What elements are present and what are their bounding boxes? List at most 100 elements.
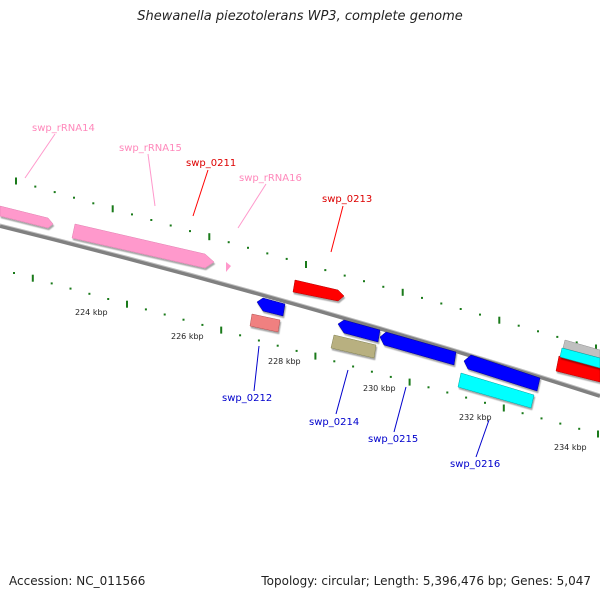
minor-tick (131, 213, 133, 216)
minor-tick (521, 412, 524, 415)
major-tick (220, 326, 223, 334)
outer-ticks-lower (13, 272, 599, 438)
feature-swp-0215-gene[interactable] (379, 331, 457, 366)
feature-cyan-gene[interactable] (457, 372, 535, 409)
topology-summary: Topology: circular; Length: 5,396,476 bp… (261, 574, 591, 588)
scale-label-226kbp: 226 kbp (171, 332, 204, 341)
map-title: Shewanella piezotolerans WP3, complete g… (137, 9, 463, 24)
minor-tick (459, 308, 462, 310)
label-swp-rRNA14: swp_rRNA14 (32, 123, 95, 134)
minor-tick (257, 339, 260, 342)
feature-swp-0212-gene[interactable] (256, 297, 286, 317)
label-swp-rRNA16: swp_rRNA16 (239, 173, 302, 184)
minor-tick (276, 344, 279, 347)
label-line-0211 (192, 169, 209, 217)
minor-tick (446, 391, 449, 394)
minor-tick (343, 274, 346, 277)
minor-tick (295, 349, 298, 352)
label-line-0215 (393, 386, 407, 433)
minor-tick (239, 334, 242, 337)
minor-tick (34, 185, 37, 188)
minor-tick (201, 323, 204, 326)
minor-tick (13, 272, 15, 274)
minor-tick (517, 324, 520, 327)
minor-tick (73, 196, 75, 199)
label-swp-0215: swp_0215 (368, 434, 418, 445)
feature-salmon-gene[interactable] (249, 313, 281, 333)
scale-label-228kbp: 228 kbp (268, 357, 301, 366)
major-tick (314, 352, 317, 360)
major-tick (208, 233, 211, 241)
label-swp-0216: swp_0216 (450, 459, 500, 470)
scale-label-230kbp: 230 kbp (363, 384, 396, 393)
major-tick (408, 378, 411, 386)
major-tick (305, 261, 307, 268)
feature-swp-0214-gene[interactable] (337, 319, 381, 343)
label-line-0216 (475, 419, 490, 458)
feature-swp-rRNA16[interactable] (226, 262, 231, 272)
minor-tick (440, 302, 443, 305)
minor-tick (189, 230, 191, 233)
label-line-0213 (330, 205, 344, 253)
minor-tick (88, 292, 91, 295)
minor-tick (169, 224, 172, 227)
feature-swp-rRNA15[interactable] (71, 223, 215, 269)
label-line-rRNA14 (24, 133, 56, 179)
label-line-rRNA15 (147, 153, 156, 207)
minor-tick (363, 280, 365, 283)
scale-label-232kbp: 232 kbp (459, 413, 492, 422)
genome-backbone (0, 224, 600, 398)
label-swp-0211: swp_0211 (186, 158, 236, 169)
feature-olive-gene[interactable] (330, 334, 377, 359)
minor-tick (144, 308, 147, 311)
label-swp-0214: swp_0214 (309, 417, 359, 428)
minor-tick (50, 282, 53, 285)
minor-tick (53, 191, 56, 194)
minor-tick (540, 417, 543, 420)
scale-label-224kbp: 224 kbp (75, 308, 108, 317)
minor-tick (465, 396, 468, 399)
accession-text: Accession: NC_011566 (9, 574, 146, 588)
minor-tick (285, 257, 288, 260)
major-tick (401, 288, 404, 296)
minor-tick (163, 313, 166, 316)
minor-tick (421, 296, 423, 299)
minor-tick (370, 370, 373, 373)
major-tick (31, 274, 34, 282)
feature-cyan-gene-right[interactable] (559, 347, 600, 369)
scale-label-234kbp: 234 kbp (554, 443, 587, 452)
label-swp-0213: swp_0213 (322, 194, 372, 205)
major-tick (126, 300, 128, 308)
minor-tick (479, 313, 481, 316)
minor-tick (324, 269, 327, 272)
minor-tick (150, 219, 153, 221)
minor-tick (352, 365, 355, 368)
label-line-rRNA16 (237, 183, 267, 229)
minor-tick (427, 386, 430, 389)
minor-tick (389, 375, 392, 378)
minor-tick (382, 285, 385, 288)
minor-tick (69, 287, 72, 290)
major-tick (597, 430, 599, 438)
minor-tick (333, 360, 336, 363)
minor-tick (182, 318, 185, 321)
feature-gray-gene-right[interactable] (562, 339, 600, 359)
feature-swp-rRNA14[interactable] (0, 205, 54, 229)
label-swp-0212: swp_0212 (222, 393, 272, 404)
label-line-0212 (253, 345, 260, 392)
major-tick (502, 404, 505, 412)
feature-swp-0211-gene[interactable] (292, 279, 345, 302)
minor-tick (559, 422, 562, 425)
minor-tick (266, 252, 269, 255)
major-tick (15, 177, 17, 185)
major-tick (111, 205, 114, 213)
minor-tick (575, 341, 578, 344)
minor-tick (578, 427, 581, 430)
feature-swp-0216-gene[interactable] (463, 354, 541, 392)
minor-tick (556, 335, 559, 338)
minor-tick (247, 246, 249, 249)
outer-ticks-upper (15, 177, 597, 352)
minor-tick (484, 401, 486, 404)
label-swp-rRNA15: swp_rRNA15 (119, 143, 182, 154)
